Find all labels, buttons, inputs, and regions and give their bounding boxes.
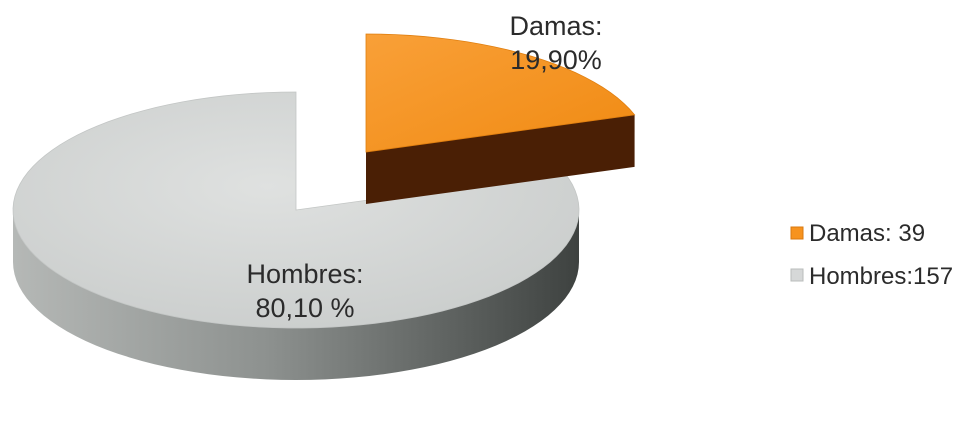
slice-cut-face-damas (366, 114, 635, 204)
slice-top-hombres (12, 91, 580, 329)
slice-top-damas (365, 33, 636, 153)
slice-label-damas-percent: 19,90% (510, 45, 602, 75)
slice-label-hombres-name: Hombres: (246, 259, 363, 289)
pie-slices (12, 33, 636, 380)
legend-swatch-hombres (790, 268, 804, 282)
legend-label-damas: Damas: 39 (809, 220, 925, 247)
slice-label-damas-name: Damas: (509, 11, 602, 41)
legend-swatch-damas (790, 226, 804, 240)
slice-label-hombres-percent: 80,10 % (255, 293, 354, 323)
legend-label-hombres: Hombres:157 (809, 263, 953, 290)
slice-side-hombres (13, 210, 579, 380)
legend: Damas: 39 Hombres:157 (790, 220, 953, 290)
